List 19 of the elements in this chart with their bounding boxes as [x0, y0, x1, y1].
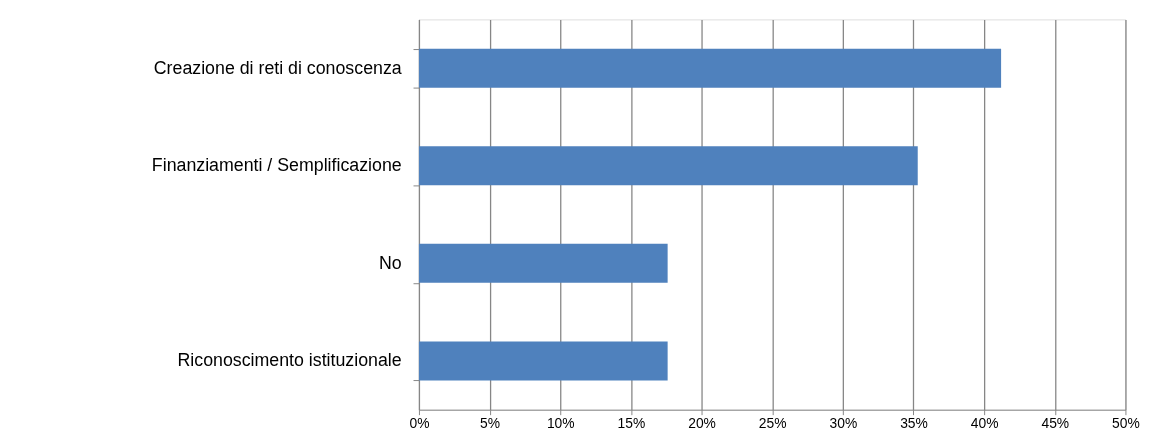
bar — [418, 341, 668, 381]
x-tick-label: 50% — [1112, 414, 1140, 431]
bar — [418, 243, 668, 283]
bar — [418, 146, 918, 186]
y-tick-label: Riconoscimento istituzionale — [177, 350, 402, 371]
x-tick-label: 45% — [1041, 414, 1070, 431]
x-tick-label: 30% — [829, 414, 858, 431]
x-tick-label: 25% — [758, 414, 787, 431]
x-tick-label: 15% — [617, 414, 646, 431]
y-tick-label: Creazione di reti di conoscenza — [153, 57, 402, 78]
bar — [418, 48, 1002, 88]
x-tick-label: 10% — [546, 414, 575, 431]
y-tick-label: No — [378, 252, 402, 273]
x-tick-label: 40% — [970, 414, 999, 431]
x-tick-label: 20% — [688, 414, 716, 431]
x-tick-label: 0% — [409, 414, 430, 431]
x-tick-label: 35% — [900, 414, 928, 431]
x-tick-label: 5% — [480, 414, 501, 431]
y-tick-label: Finanziamenti / Semplificazione — [151, 155, 402, 176]
